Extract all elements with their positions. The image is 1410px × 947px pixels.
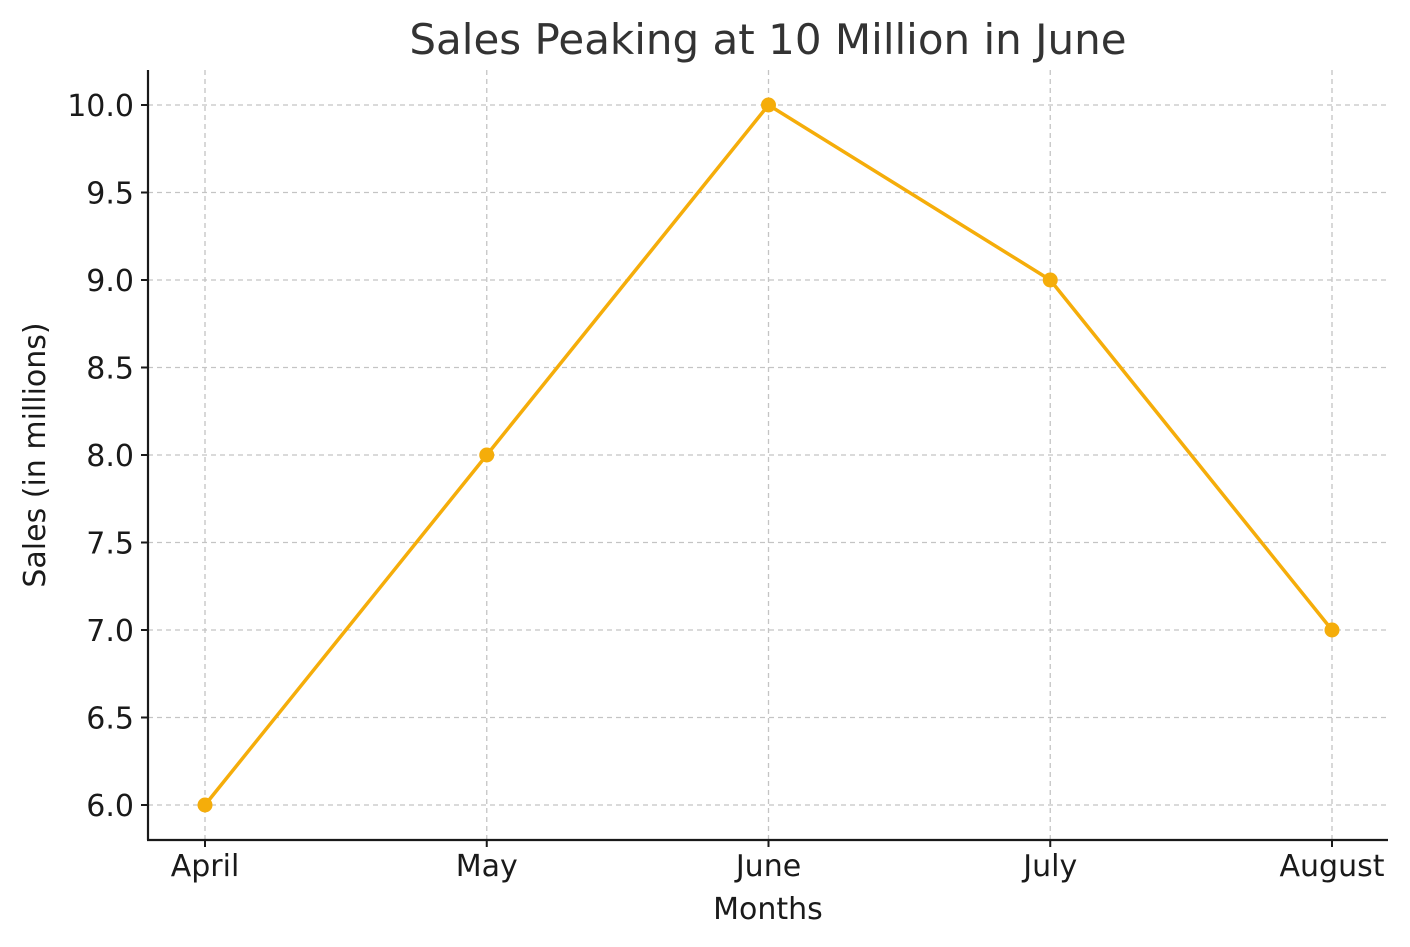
y-tick-label: 9.0 xyxy=(86,264,134,299)
series-layer xyxy=(197,97,1340,813)
x-tick-label: April xyxy=(171,849,240,884)
x-tick-label: August xyxy=(1280,849,1385,884)
axis-ticks: 6.0 6.5 7.0 7.5 8.0 8.5 9.0 9.5 10.0 April May June… xyxy=(67,89,1385,884)
y-tick-label: 7.0 xyxy=(86,614,134,649)
data-point-june xyxy=(761,97,776,113)
data-point-may xyxy=(479,447,495,463)
y-axis-label: Sales (in millions) xyxy=(18,322,53,587)
x-axis-label: Months xyxy=(713,892,823,927)
x-tick-label: May xyxy=(456,849,518,884)
y-tick-label: 6.0 xyxy=(86,789,134,824)
y-tick-label: 8.0 xyxy=(86,439,134,474)
x-tick-label: June xyxy=(734,849,801,884)
chart-title: Sales Peaking at 10 Million in June xyxy=(409,15,1126,64)
y-tick-label: 8.5 xyxy=(86,352,134,387)
y-tick-label: 7.5 xyxy=(86,527,134,562)
data-point-july xyxy=(1042,272,1058,288)
data-point-april xyxy=(197,797,213,813)
y-tick-label: 6.5 xyxy=(86,702,134,737)
x-tick-label: July xyxy=(1021,849,1077,884)
data-point-august xyxy=(1324,622,1340,638)
grid-lines xyxy=(148,70,1388,840)
y-tick-label: 10.0 xyxy=(67,89,134,124)
y-tick-label: 9.5 xyxy=(86,177,134,212)
